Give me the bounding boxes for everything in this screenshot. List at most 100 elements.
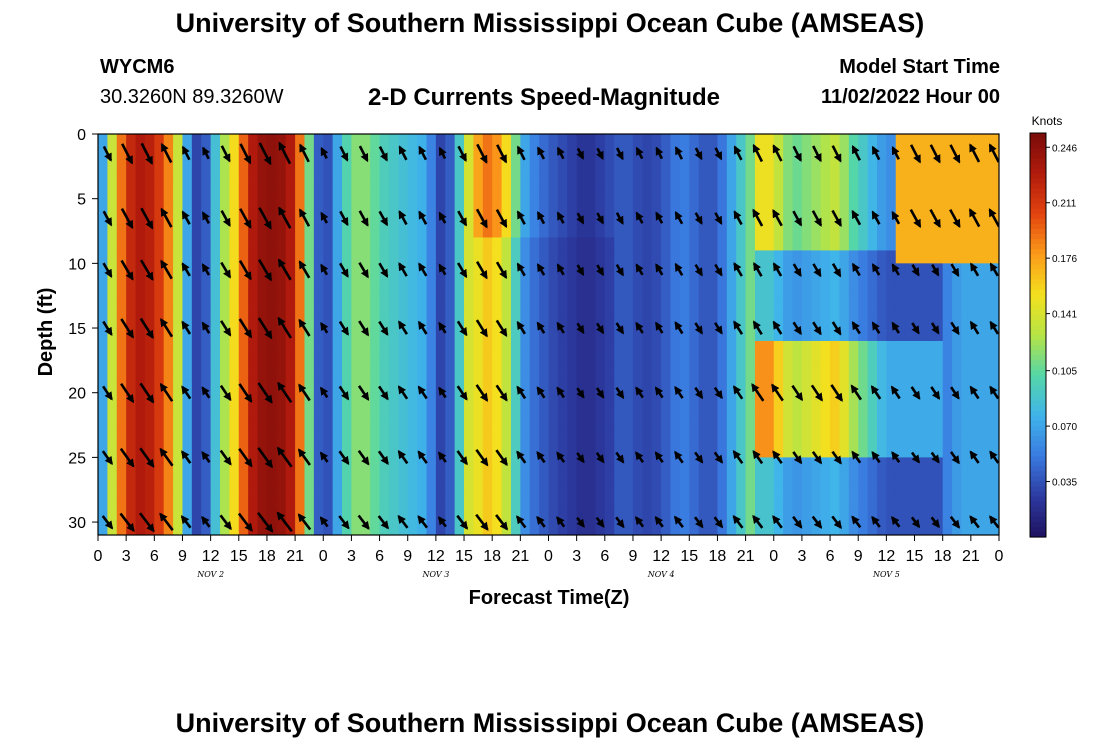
heatmap-cell: [980, 405, 991, 420]
heatmap-cell: [764, 509, 775, 523]
heatmap-cell: [163, 211, 174, 226]
heatmap-cell: [670, 328, 681, 342]
heatmap-cell: [764, 250, 775, 264]
heatmap-cell: [586, 134, 597, 148]
heatmap-cell: [445, 496, 456, 510]
colorbar-label: Knots: [1032, 114, 1063, 128]
heatmap-cell: [248, 250, 259, 264]
heatmap-cell: [351, 444, 362, 458]
heatmap-cell: [839, 276, 850, 290]
heatmap-cell: [632, 444, 643, 458]
heatmap-cell: [501, 302, 512, 316]
heatmap-cell: [876, 366, 887, 381]
colorbar-tick-label: 0.246: [1052, 143, 1077, 154]
heatmap-cell: [482, 431, 493, 446]
heatmap-cell: [876, 328, 887, 342]
heatmap-cell: [464, 224, 475, 239]
current-vector: [595, 452, 605, 464]
heatmap-cell: [520, 392, 531, 407]
current-vector: [418, 210, 428, 225]
heatmap-cell: [651, 470, 662, 484]
heatmap-cell: [679, 289, 690, 303]
heatmap-cell: [567, 211, 578, 226]
colorbar-swatch: [1030, 294, 1046, 301]
heatmap-cell: [510, 496, 521, 510]
heatmap-cell: [783, 470, 794, 484]
heatmap-cell: [736, 276, 747, 290]
heatmap-cell: [989, 250, 999, 264]
heatmap-cell: [407, 146, 418, 161]
heatmap-cell: [933, 470, 944, 484]
heatmap-cell: [257, 302, 268, 316]
heatmap-cell: [745, 483, 756, 497]
heatmap-cell: [482, 509, 493, 523]
heatmap-cell: [116, 392, 127, 407]
heatmap-cell: [351, 509, 362, 523]
current-vector: [536, 386, 546, 399]
heatmap-cell: [163, 263, 174, 277]
current-vector: [159, 447, 174, 467]
heatmap-cell: [895, 185, 906, 200]
x-tick-label: 0: [319, 548, 328, 565]
current-vector: [674, 321, 684, 335]
heatmap-cell: [295, 198, 306, 213]
heatmap-cell: [135, 483, 146, 497]
heatmap-cell: [360, 315, 371, 329]
heatmap-cell: [820, 146, 831, 161]
heatmap-cell: [783, 340, 794, 355]
heatmap-cell: [510, 392, 521, 407]
heatmap-cell: [726, 302, 737, 316]
heatmap-cell: [961, 444, 972, 458]
heatmap-cell: [520, 172, 531, 187]
heatmap-cell: [126, 159, 137, 174]
current-vector: [595, 387, 605, 399]
heatmap-cell: [717, 302, 728, 316]
colorbar-swatch: [1030, 254, 1046, 260]
heatmap-cell: [745, 146, 756, 161]
heatmap-cell: [163, 444, 174, 458]
colorbar-swatch: [1030, 143, 1046, 149]
heatmap-cell: [933, 159, 944, 174]
heatmap-cell: [238, 159, 249, 174]
heatmap-cell: [154, 211, 165, 226]
heatmap-cell: [586, 379, 597, 394]
current-vector: [398, 262, 408, 277]
heatmap-cell: [473, 263, 484, 277]
heatmap-cell: [745, 134, 756, 148]
heatmap-cell: [144, 379, 155, 394]
heatmap-cell: [248, 172, 259, 187]
heatmap-cell: [360, 198, 371, 213]
heatmap-cell: [116, 340, 127, 355]
heatmap-cell: [980, 198, 991, 213]
heatmap-cell: [285, 198, 296, 213]
heatmap-cell: [464, 198, 475, 213]
heatmap-cell: [529, 392, 540, 407]
heatmap-cell: [323, 134, 334, 148]
heatmap-cell: [661, 457, 672, 471]
heatmap-cell: [98, 263, 108, 277]
heatmap-cell: [163, 250, 174, 264]
current-vector: [320, 211, 329, 224]
heatmap-cell: [370, 444, 381, 458]
heatmap-cell: [576, 353, 587, 368]
heatmap-cell: [492, 224, 503, 239]
heatmap-cell: [820, 224, 831, 239]
heatmap-cell: [895, 483, 906, 497]
x-tick-label: 18: [483, 548, 501, 565]
colorbar-swatch: [1030, 436, 1046, 442]
heatmap-cell: [548, 146, 559, 161]
heatmap-cell: [576, 340, 587, 355]
heatmap-cell: [163, 418, 174, 433]
heatmap-cell: [473, 172, 484, 187]
heatmap-cell: [201, 496, 212, 510]
heatmap-cell: [914, 496, 925, 510]
heatmap-cell: [876, 289, 887, 303]
heatmap-cell: [379, 172, 390, 187]
heatmap-cell: [295, 353, 306, 368]
heatmap-cell: [783, 379, 794, 394]
current-vector: [417, 450, 428, 464]
heatmap-cell: [717, 315, 728, 329]
heatmap-cell: [623, 302, 634, 316]
heatmap-cell: [548, 198, 559, 213]
current-vector: [220, 145, 231, 163]
